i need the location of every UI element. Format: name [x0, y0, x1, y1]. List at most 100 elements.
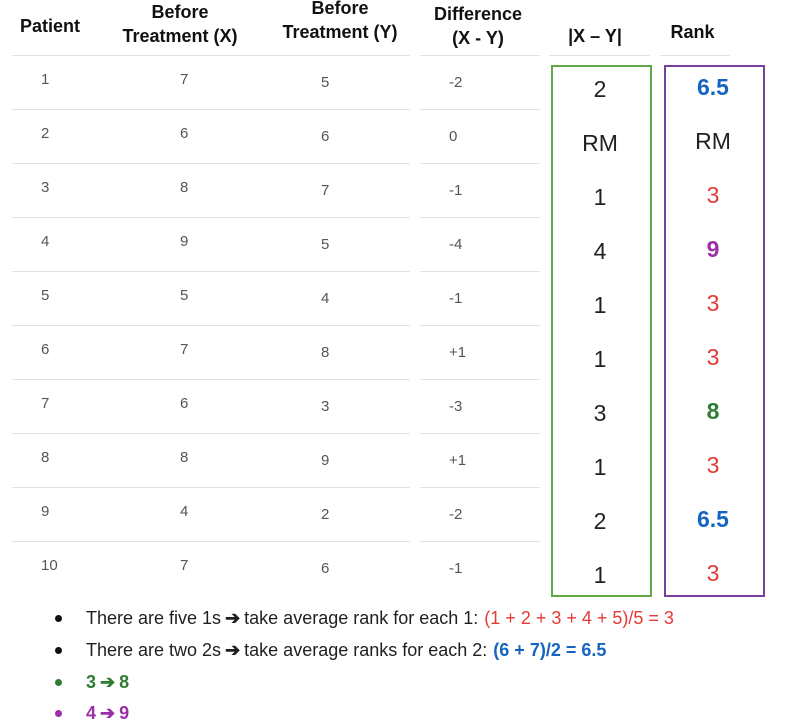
header-difference-line2: (X - Y): [452, 28, 504, 48]
header-before-y-line1: Before: [311, 0, 369, 18]
cell-y: 7: [321, 182, 330, 199]
cell-y: 6: [321, 560, 330, 577]
cell-patient: 5: [41, 287, 50, 304]
note1-formula: (1 + 2 + 3 + 4 + 5)/5 = 3: [484, 608, 674, 628]
header-difference-line1: Difference: [433, 4, 523, 24]
cell-absdiff: 4: [593, 238, 607, 264]
note4-to: 9: [119, 703, 130, 723]
note-five-ones: There are five 1s ➔ take average rank fo…: [55, 608, 674, 629]
note1-after: take average rank for each 1:: [244, 608, 479, 628]
header-difference: Difference (X - Y): [418, 2, 538, 50]
cell-diff: -2: [449, 74, 463, 91]
header-divider: [262, 55, 410, 56]
cell-diff: -1: [449, 290, 463, 307]
cell-patient: 3: [41, 179, 50, 196]
cell-rank: 3: [706, 452, 720, 478]
cell-diff: +1: [449, 452, 467, 469]
header-divider: [549, 55, 650, 56]
note3-to: 8: [119, 672, 130, 692]
cell-diff: +1: [449, 344, 467, 361]
header-patient: Patient: [19, 16, 80, 36]
cell-patient: 10: [41, 557, 58, 574]
cell-patient: 9: [41, 503, 50, 520]
cell-absdiff: 1: [593, 454, 607, 480]
row-divider: [420, 217, 540, 218]
row-divider: [262, 487, 410, 488]
header-divider: [12, 55, 96, 56]
row-divider: [12, 487, 96, 488]
cell-rank: 6.5: [697, 74, 729, 100]
note4-from: 4: [86, 703, 97, 723]
bullet-dot: [55, 710, 62, 717]
note2-formula: (6 + 7)/2 = 6.5: [493, 640, 607, 660]
row-divider: [12, 379, 96, 380]
row-divider: [420, 433, 540, 434]
cell-absdiff: 1: [593, 184, 607, 210]
note2-text: There are two 2s: [86, 640, 222, 660]
bullet-dot: [55, 615, 62, 622]
cell-y: 9: [321, 452, 330, 469]
cell-x: 7: [180, 71, 189, 88]
cell-x: 7: [180, 557, 189, 574]
cell-diff: -4: [449, 236, 463, 253]
row-divider: [262, 325, 410, 326]
note3-from: 3: [86, 672, 97, 692]
cell-patient: 8: [41, 449, 50, 466]
rank-box: [664, 65, 765, 597]
header-before-x: Before Treatment (X): [105, 0, 255, 48]
cell-patient: 7: [41, 395, 50, 412]
row-divider: [96, 217, 262, 218]
cell-x: 9: [180, 233, 189, 250]
cell-rank: 3: [706, 560, 720, 586]
header-before-y: Before Treatment (Y): [265, 0, 415, 44]
row-divider: [420, 379, 540, 380]
absdiff-box: [551, 65, 652, 597]
row-divider: [420, 271, 540, 272]
header-divider: [420, 55, 540, 56]
note2-after: take average ranks for each 2:: [244, 640, 488, 660]
row-divider: [420, 325, 540, 326]
cell-y: 4: [321, 290, 330, 307]
header-absdiff: |X – Y|: [568, 26, 622, 46]
header-rank: Rank: [670, 22, 715, 42]
cell-rank: 3: [706, 182, 720, 208]
cell-rank: 3: [706, 290, 720, 316]
row-divider: [420, 541, 540, 542]
note1-text: There are five 1s: [86, 608, 222, 628]
row-divider: [262, 217, 410, 218]
header-divider: [660, 55, 730, 56]
row-divider: [12, 163, 96, 164]
cell-diff: -2: [449, 506, 463, 523]
cell-x: 4: [180, 503, 189, 520]
cell-patient: 1: [41, 71, 50, 88]
cell-x: 8: [180, 449, 189, 466]
cell-x: 7: [180, 341, 189, 358]
cell-rank: 8: [706, 398, 720, 424]
note-four-to-nine: 4 ➔ 9: [55, 703, 129, 724]
bullet-dot: [55, 647, 62, 654]
row-divider: [262, 163, 410, 164]
cell-absdiff: 3: [593, 400, 607, 426]
row-divider: [420, 163, 540, 164]
cell-absdiff: 1: [593, 292, 607, 318]
cell-rank: RM: [695, 128, 731, 154]
row-divider: [96, 433, 262, 434]
row-divider: [262, 109, 410, 110]
row-divider: [96, 487, 262, 488]
cell-y: 2: [321, 506, 330, 523]
arrow-icon: ➔: [100, 672, 116, 692]
bullet-dot: [55, 679, 62, 686]
cell-diff: -1: [449, 182, 463, 199]
row-divider: [262, 433, 410, 434]
cell-y: 5: [321, 74, 330, 91]
row-divider: [12, 109, 96, 110]
row-divider: [12, 271, 96, 272]
cell-patient: 6: [41, 341, 50, 358]
row-divider: [420, 109, 540, 110]
cell-x: 8: [180, 179, 189, 196]
cell-x: 5: [180, 287, 189, 304]
header-divider: [96, 55, 262, 56]
row-divider: [262, 271, 410, 272]
note-three-to-eight: 3 ➔ 8: [55, 672, 129, 693]
row-divider: [12, 541, 96, 542]
